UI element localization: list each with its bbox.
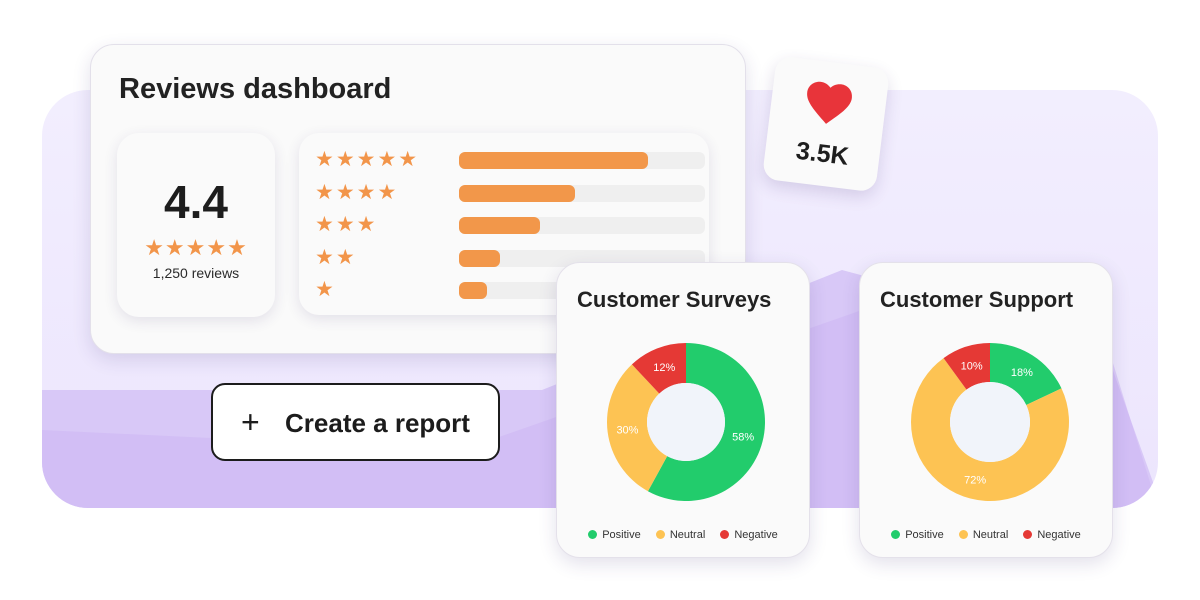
rating-row-3: ★★★ [299,213,709,236]
slice-label-negative: 10% [961,360,983,372]
donut-slice-neutral [911,358,1069,502]
donut-chart: 18% 72% 10% [911,343,1069,502]
legend-item-negative: Negative [1023,529,1081,541]
slice-label-positive: 18% [1011,367,1033,379]
rating-bar-fill [459,282,488,299]
donut-slice-neutral [607,364,668,492]
slice-label-neutral: 72% [964,475,986,487]
create-report-label: Create a report [285,408,470,438]
chart-title: Customer Support [880,287,1074,312]
rating-bar-fill [459,152,649,169]
create-report-button[interactable]: + Create a report [211,383,500,461]
likes-count: 3.5K [794,136,851,171]
legend-dot [958,530,968,539]
star-icon-group: ★★ [315,246,357,269]
rating-row-4: ★★★★ [299,181,709,204]
rating-bar-track [459,185,705,202]
likes-badge: 3.5K [761,55,891,193]
donut-hole [647,383,725,461]
legend-item-positive: Positive [588,529,641,541]
chart-title: Customer Surveys [577,287,772,312]
chart-legend: Positive Neutral Negative [557,529,809,541]
rating-bar-track [459,152,705,169]
donut-slice-negative [631,343,686,394]
rating-bar-track [459,217,705,234]
rating-bar-fill [459,217,541,234]
star-icon-group: ★ [315,278,336,301]
chart-legend: Positive Neutral Negative [860,529,1112,541]
legend-label: Neutral [972,529,1009,541]
slice-label-positive: 58% [732,432,754,444]
legend-label: Negative [734,529,778,541]
dashboard-title: Reviews dashboard [119,73,392,105]
legend-label: Neutral [669,529,706,541]
legend-dot [655,530,665,539]
star-rating-icon: ★★★★★ [144,235,248,260]
rating-bar-fill [459,250,500,267]
legend-item-negative: Negative [720,529,778,541]
slice-label-negative: 12% [653,362,675,374]
average-score-card: 4.4 ★★★★★ 1,250 reviews [117,133,275,317]
legend-item-neutral: Neutral [655,529,706,541]
plus-icon: + [241,404,260,440]
legend-label: Positive [602,529,641,541]
star-icon-group: ★★★ [315,213,378,236]
donut-slice-negative [943,343,990,390]
review-count: 1,250 reviews [152,265,240,281]
legend-dot [588,530,598,539]
slice-label-neutral: 30% [616,424,638,436]
heart-icon [807,81,852,124]
legend-item-neutral: Neutral [958,529,1009,541]
donut-chart: 58% 30% 12% [607,343,765,501]
legend-label: Positive [905,529,944,541]
star-icon-group: ★★★★ [315,181,399,204]
legend-dot [720,530,730,539]
donut-hole [950,382,1030,462]
customer-support-card: Customer Support 18% 72% 10% Positive Neut… [859,262,1113,558]
donut-slice-positive [647,343,765,501]
legend-dot [891,530,901,539]
average-score: 4.4 [164,176,228,228]
star-icon-group: ★★★★★ [315,148,420,171]
legend-dot [1023,530,1033,539]
customer-surveys-card: Customer Surveys 58% 30% 12% Positive Neut… [556,262,810,558]
rating-row-5: ★★★★★ [299,148,709,171]
donut-slice-positive [990,343,1062,405]
legend-label: Negative [1037,529,1081,541]
legend-item-positive: Positive [891,529,944,541]
rating-bar-fill [459,185,575,202]
